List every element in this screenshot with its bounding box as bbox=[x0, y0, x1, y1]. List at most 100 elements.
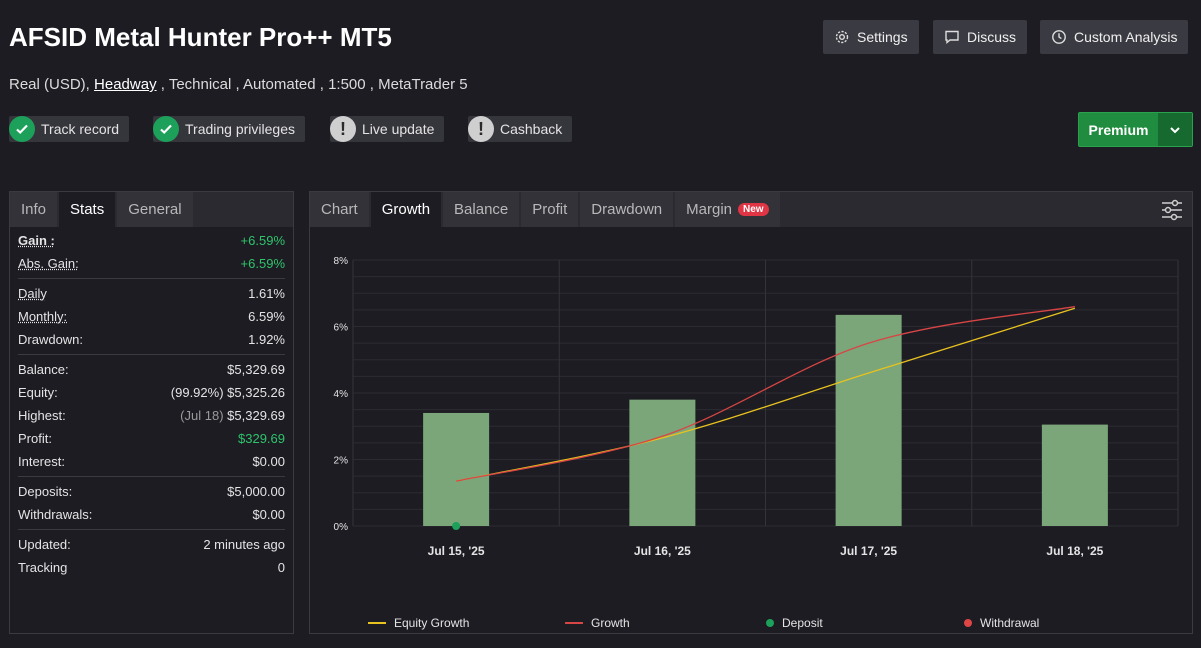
stat-label: Deposits: bbox=[18, 484, 73, 499]
y-tick-label: 4% bbox=[334, 389, 349, 400]
gear-icon bbox=[835, 30, 849, 44]
exclamation-icon: ! bbox=[468, 116, 494, 142]
discuss-label: Discuss bbox=[967, 29, 1017, 45]
trading-privileges-badge[interactable]: Trading privileges bbox=[153, 116, 305, 142]
tab-margin[interactable]: Margin New bbox=[675, 192, 780, 227]
stats-tabs: Info Stats General bbox=[10, 192, 293, 227]
growth-line bbox=[455, 305, 1075, 482]
stat-profit: Profit: $329.69 bbox=[18, 427, 285, 450]
legend-label: Growth bbox=[591, 616, 630, 630]
stat-balance: Balance: $5,329.69 bbox=[18, 358, 285, 381]
divider bbox=[18, 278, 285, 279]
stat-withdrawals: Withdrawals: $0.00 bbox=[18, 503, 285, 526]
tab-growth[interactable]: Growth bbox=[370, 192, 442, 227]
stats-list: Gain : +6.59% Abs. Gain: +6.59% Daily 1.61%… bbox=[10, 227, 293, 579]
chart-settings-icon[interactable] bbox=[1152, 192, 1192, 227]
tab-balance[interactable]: Balance bbox=[443, 192, 520, 227]
stat-value: 1.61% bbox=[248, 286, 285, 301]
trading-privileges-label: Trading privileges bbox=[185, 121, 295, 137]
broker-link[interactable]: Headway bbox=[94, 76, 157, 93]
live-update-label: Live update bbox=[362, 121, 435, 137]
stat-value: 0 bbox=[277, 560, 285, 575]
live-update-badge[interactable]: ! Live update bbox=[330, 116, 445, 142]
legend-deposit[interactable]: Deposit bbox=[766, 616, 823, 630]
legend-label: Equity Growth bbox=[394, 616, 470, 630]
stat-interest: Interest: $0.00 bbox=[18, 450, 285, 473]
stat-label[interactable]: Gain : bbox=[18, 233, 55, 248]
stat-gain: Gain : +6.59% bbox=[18, 229, 285, 252]
stat-label[interactable]: Abs. Gain: bbox=[18, 256, 79, 271]
tab-info[interactable]: Info bbox=[10, 192, 58, 227]
stat-label: Interest: bbox=[18, 454, 65, 469]
tab-chart[interactable]: Chart bbox=[310, 192, 369, 227]
growth-bar bbox=[629, 399, 696, 526]
legend-withdrawal[interactable]: Withdrawal bbox=[964, 616, 1039, 630]
equity-growth-line bbox=[455, 307, 1076, 482]
stat-label[interactable]: Monthly: bbox=[18, 309, 68, 324]
y-tick-label: 0% bbox=[334, 522, 349, 533]
stat-daily: Daily 1.61% bbox=[18, 282, 285, 305]
stat-label: Equity: bbox=[18, 385, 58, 400]
legend-growth[interactable]: Growth bbox=[565, 616, 630, 630]
stat-label: Highest: bbox=[18, 408, 66, 423]
legend-label: Withdrawal bbox=[980, 616, 1040, 630]
tab-spacer bbox=[782, 192, 1152, 227]
stat-label: Withdrawals: bbox=[18, 507, 93, 522]
stat-value: +6.59% bbox=[240, 233, 285, 248]
stat-value: 6.59% bbox=[248, 309, 285, 324]
tab-profit[interactable]: Profit bbox=[521, 192, 579, 227]
stat-label: Tracking bbox=[18, 560, 68, 575]
premium-button[interactable]: Premium bbox=[1078, 112, 1193, 147]
track-record-label: Track record bbox=[41, 121, 120, 137]
stat-highest: Highest: (Jul 18) $5,329.69 bbox=[18, 404, 285, 427]
divider bbox=[18, 354, 285, 355]
discuss-button[interactable]: Discuss bbox=[933, 20, 1028, 54]
page-title: AFSID Metal Hunter Pro++ MT5 bbox=[9, 22, 392, 52]
stat-label[interactable]: Daily bbox=[18, 286, 47, 301]
check-icon bbox=[153, 116, 179, 142]
chart-tabs: Chart Growth Balance Profit Drawdown Mar… bbox=[310, 192, 1192, 227]
chevron-down-icon[interactable] bbox=[1158, 113, 1192, 146]
equity-line-swatch bbox=[368, 622, 386, 624]
stat-updated: Updated: 2 minutes ago bbox=[18, 533, 285, 556]
account-subtitle: Real (USD), Headway , Technical , Automa… bbox=[9, 76, 468, 93]
equity-percent: (99.92%) bbox=[170, 385, 224, 400]
settings-button[interactable]: Settings bbox=[823, 20, 919, 54]
stat-monthly: Monthly: 6.59% bbox=[18, 305, 285, 328]
stat-label: Balance: bbox=[18, 362, 69, 377]
tab-general[interactable]: General bbox=[117, 192, 193, 227]
stats-panel: Info Stats General Gain : +6.59% Abs. Gai… bbox=[9, 191, 294, 634]
track-record-badge[interactable]: Track record bbox=[9, 116, 130, 142]
tab-margin-label: Margin bbox=[686, 201, 733, 218]
stat-equity: Equity: (99.92%) $5,325.26 bbox=[18, 381, 285, 404]
check-icon bbox=[9, 116, 35, 142]
growth-chart-svg: 0% 2% 4% 6% 8% Jul 15, '25 Jul 16, '25 Jul 17, … bbox=[334, 256, 1179, 558]
growth-line-swatch bbox=[565, 622, 583, 624]
stat-value: +6.59% bbox=[240, 256, 285, 271]
tab-stats[interactable]: Stats bbox=[59, 192, 116, 227]
stat-value: 2 minutes ago bbox=[203, 537, 285, 552]
equity-amount: $5,325.26 bbox=[227, 385, 285, 400]
subtitle-suffix: , Technical , Automated , 1:500 , MetaTr… bbox=[160, 76, 468, 93]
stat-deposits: Deposits: $5,000.00 bbox=[18, 480, 285, 503]
growth-bar bbox=[835, 314, 902, 526]
deposit-dot-swatch bbox=[766, 619, 774, 627]
divider bbox=[18, 529, 285, 530]
cashback-badge[interactable]: ! Cashback bbox=[468, 116, 573, 142]
x-tick-label: Jul 17, '25 bbox=[840, 544, 897, 558]
stat-value: $0.00 bbox=[252, 507, 285, 522]
chart-panel: Chart Growth Balance Profit Drawdown Mar… bbox=[309, 191, 1193, 634]
cashback-label: Cashback bbox=[500, 121, 563, 137]
new-badge: New bbox=[738, 203, 769, 216]
growth-bar bbox=[423, 412, 490, 526]
exclamation-icon: ! bbox=[330, 116, 356, 142]
x-tick-label: Jul 18, '25 bbox=[1046, 544, 1103, 558]
tab-drawdown[interactable]: Drawdown bbox=[580, 192, 674, 227]
stat-label: Updated: bbox=[18, 537, 71, 552]
x-tick-label: Jul 15, '25 bbox=[428, 544, 485, 558]
legend-equity-growth[interactable]: Equity Growth bbox=[368, 616, 469, 630]
custom-analysis-button[interactable]: Custom Analysis bbox=[1040, 20, 1189, 54]
custom-analysis-label: Custom Analysis bbox=[1074, 29, 1178, 45]
growth-bar bbox=[1041, 424, 1108, 526]
stat-value: $5,329.69 bbox=[227, 362, 285, 377]
